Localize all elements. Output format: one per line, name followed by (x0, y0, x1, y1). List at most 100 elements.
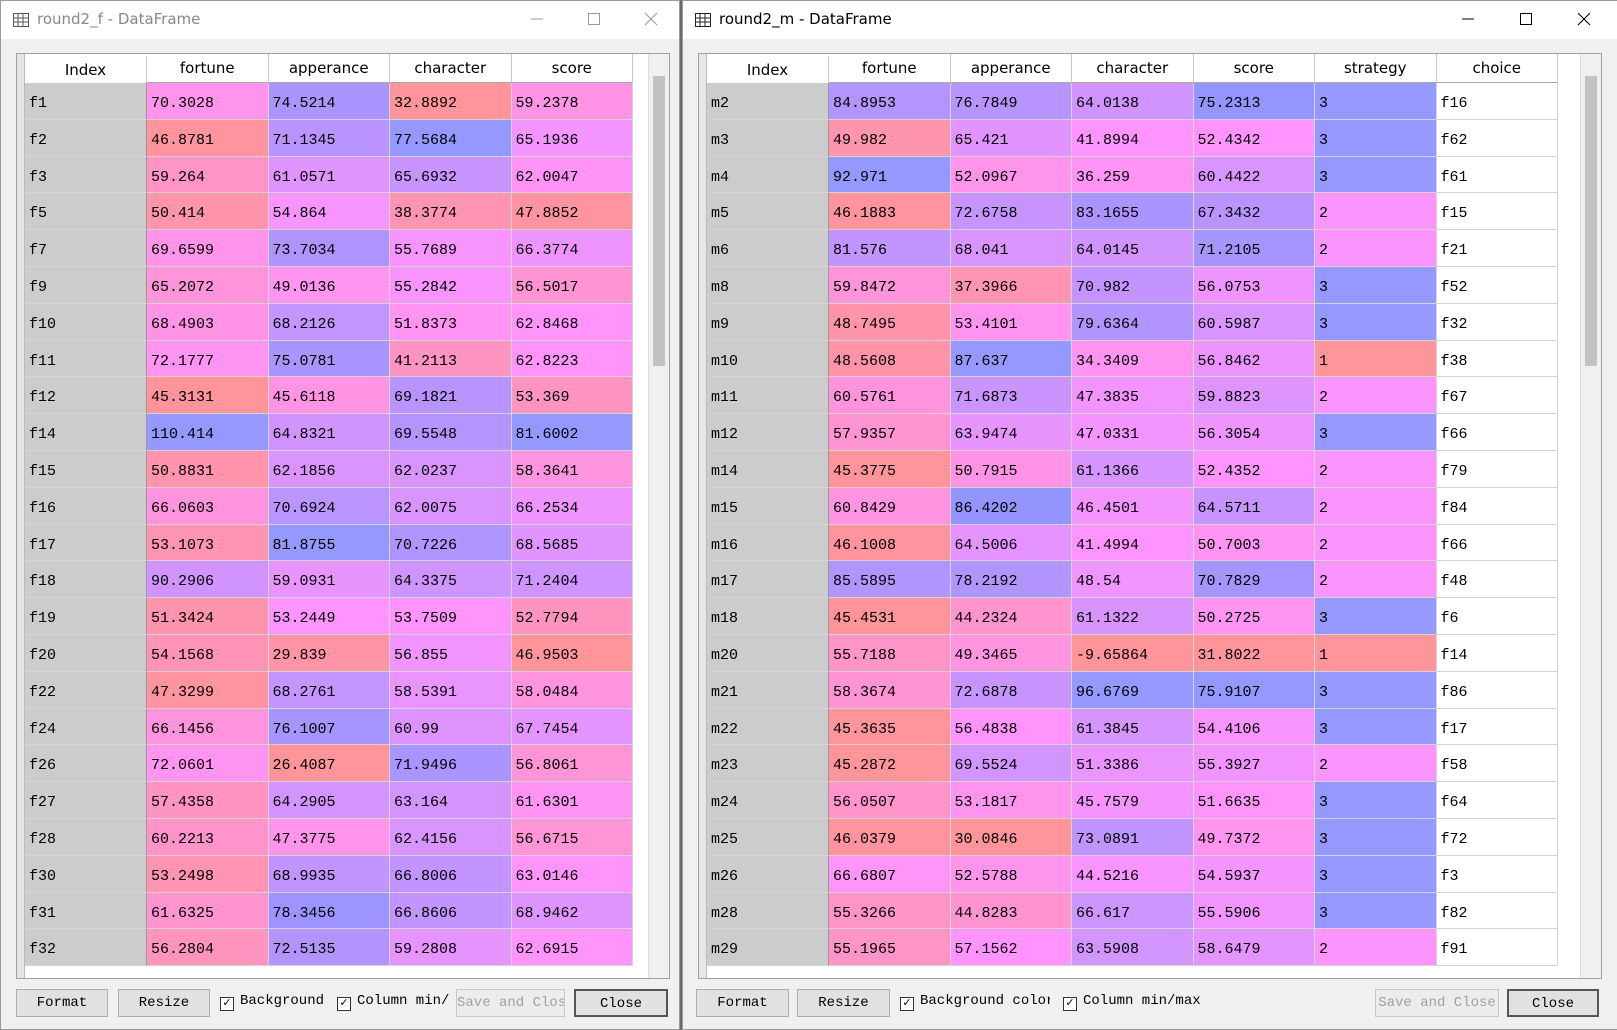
table-cell: 61.0571 (268, 156, 390, 194)
checkbox-label: Column min/ (357, 993, 450, 1009)
scroll-thumb[interactable] (653, 76, 665, 366)
table-cell: f64 (1436, 782, 1558, 819)
table-cell: 67.3432 (1193, 193, 1315, 231)
maximize[interactable] (586, 11, 602, 27)
table-cell: 55.7188 (829, 635, 951, 672)
minimize[interactable] (529, 11, 545, 27)
table-cell: 56.4838 (950, 708, 1072, 746)
table-cell: 70.7829 (1193, 561, 1315, 599)
row-index: m2 (707, 83, 829, 120)
table-cell: 2 (1315, 451, 1437, 488)
checkbox[interactable]: ✓ Background color (900, 993, 1050, 1011)
close-window[interactable] (1576, 11, 1592, 27)
table-cell: 29.839 (268, 635, 390, 672)
table-cell: 64.3375 (390, 561, 512, 599)
table-cell: 68.9935 (268, 855, 390, 893)
table-cell: 61.6301 (511, 782, 633, 819)
table-cell: 45.4531 (829, 598, 951, 635)
table-cell: 3 (1315, 892, 1437, 930)
table-cell: 59.264 (147, 156, 269, 194)
table-cell: 47.3835 (1072, 377, 1194, 415)
table-cell: 81.8755 (268, 524, 390, 562)
row-index: f18 (25, 561, 147, 599)
table-cell: f66 (1436, 414, 1558, 451)
table-cell: 3 (1315, 855, 1437, 893)
button[interactable]: Close (574, 989, 668, 1017)
row-index: f20 (25, 635, 147, 672)
table-cell: 52.0967 (950, 156, 1072, 194)
table-cell: 3 (1315, 671, 1437, 709)
button[interactable]: Format (16, 989, 108, 1017)
row-index: f19 (25, 598, 147, 635)
row-index: m17 (707, 561, 829, 599)
button[interactable]: Save and Close (456, 989, 565, 1017)
table-cell: f61 (1436, 156, 1558, 194)
table-cell: 55.3266 (829, 892, 951, 930)
checkbox[interactable]: ✓ Column min/max (1063, 993, 1203, 1011)
table-cell: f66 (1436, 524, 1558, 562)
table-cell: 44.8283 (950, 892, 1072, 930)
button[interactable]: Format (696, 989, 789, 1017)
close-window[interactable] (643, 11, 659, 27)
checkbox[interactable]: ✓ Column min/ (337, 993, 450, 1011)
table-cell: 72.6758 (950, 193, 1072, 231)
table-cell: 58.5391 (390, 671, 512, 709)
row-index: f5 (25, 193, 147, 231)
table-cell: f14 (1436, 635, 1558, 672)
table-cell: 56.5017 (511, 267, 633, 304)
table-cell: 3 (1315, 303, 1437, 341)
table-cell: 41.2113 (390, 340, 512, 378)
table-cell: 50.2725 (1193, 598, 1315, 635)
table-cell: 47.0331 (1072, 414, 1194, 451)
scrollbar[interactable] (648, 54, 669, 978)
table-cell: 58.3641 (511, 451, 633, 488)
row-gutter (699, 54, 707, 978)
button[interactable]: Save and Close (1375, 989, 1499, 1017)
scrollbar[interactable] (1580, 54, 1601, 978)
table-cell: 72.5135 (268, 929, 390, 967)
table-cell: 67.7454 (511, 708, 633, 746)
table-cell: 46.9503 (511, 635, 633, 672)
table-cell: 61.6325 (147, 892, 269, 930)
table-cell: 70.982 (1072, 267, 1194, 304)
table-cell: 76.7849 (950, 83, 1072, 120)
row-index: f16 (25, 487, 147, 525)
checkbox[interactable]: ✓ Background (220, 993, 330, 1011)
button[interactable]: Resize (797, 989, 890, 1017)
table-cell: 66.8606 (390, 892, 512, 930)
table-cell: 57.9357 (829, 414, 951, 451)
table-cell: 60.5761 (829, 377, 951, 415)
table-cell: 65.6932 (390, 156, 512, 194)
table-cell: 47.3299 (147, 671, 269, 709)
table-cell: 2 (1315, 230, 1437, 267)
minimize[interactable] (1460, 11, 1476, 27)
table-cell: 62.6915 (511, 929, 633, 967)
table-cell: f72 (1436, 819, 1558, 856)
table-cell: 54.5937 (1193, 855, 1315, 893)
table-cell: 47.8852 (511, 193, 633, 231)
table-cell: 66.3774 (511, 230, 633, 267)
row-index: m3 (707, 119, 829, 157)
button[interactable]: Close (1507, 989, 1599, 1017)
table-cell: 54.1568 (147, 635, 269, 672)
table-cell: 52.4342 (1193, 119, 1315, 157)
table-cell: 45.3131 (147, 377, 269, 415)
scroll-thumb[interactable] (1585, 76, 1597, 366)
table-cell: 71.1345 (268, 119, 390, 157)
maximize[interactable] (1518, 11, 1534, 27)
table-cell: 3 (1315, 598, 1437, 635)
table-cell: -9.65864 (1072, 635, 1194, 672)
table-cell: 41.4994 (1072, 524, 1194, 562)
table-cell: 54.4106 (1193, 708, 1315, 746)
table-cell: 63.5908 (1072, 929, 1194, 967)
title-bar: round2_m - DataFrame (683, 1, 1617, 39)
table-cell: f52 (1436, 267, 1558, 304)
table-cell: 70.6924 (268, 487, 390, 525)
table-cell: 69.1821 (390, 377, 512, 415)
button[interactable]: Resize (118, 989, 210, 1017)
table-cell: 48.5608 (829, 340, 951, 378)
table-icon (695, 13, 711, 27)
row-index: f30 (25, 855, 147, 893)
table-cell: f48 (1436, 561, 1558, 599)
row-index: m20 (707, 635, 829, 672)
